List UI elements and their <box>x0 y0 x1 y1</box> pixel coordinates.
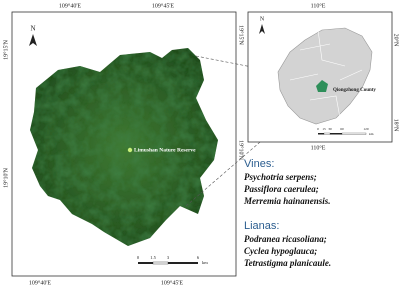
lat-label: 19°15'N <box>238 25 245 45</box>
scale-unit: km <box>202 260 208 265</box>
lat-label: 19°10'N <box>2 167 9 187</box>
scale-unit: km <box>369 132 374 136</box>
scale-tick: 3 <box>167 255 170 260</box>
hainan-outline <box>277 27 373 125</box>
site-label: Limushan Nature Reserve <box>134 147 196 153</box>
vines-heading: Vines: <box>244 158 274 170</box>
inset-north: N <box>259 16 265 34</box>
north-label: N <box>260 16 265 22</box>
lon-label: 109°45'E <box>161 279 183 286</box>
lon-label: 109°40'E <box>29 279 51 286</box>
scale-tick: 0 <box>317 127 319 131</box>
lat-label: 20°N <box>393 34 400 47</box>
lat-label: 19°15'N <box>2 39 9 59</box>
north-arrow: N <box>29 25 37 46</box>
species-item: Tetrastigma planicaule. <box>244 258 331 268</box>
scale-tick: 0 <box>137 255 140 260</box>
county-label: Qiongzhong County <box>333 88 376 93</box>
species-item: Podranea ricasoliana; <box>244 234 327 244</box>
lon-label: 110°E <box>311 144 326 151</box>
species-item: Psychotria serpens; <box>244 172 317 182</box>
lon-label: 110°E <box>311 2 326 9</box>
scale-tick: 30 <box>328 127 332 131</box>
lat-label: 19°10'N <box>238 140 245 160</box>
scale-tick: 60 <box>340 127 344 131</box>
scale-tick: 120 <box>363 127 369 131</box>
species-item: Merremia hainanensis. <box>243 196 331 206</box>
lat-label: 18°N <box>393 119 400 132</box>
lon-label: 109°45'E <box>152 2 174 9</box>
county-borders <box>289 29 363 119</box>
lianas-heading: Lianas: <box>244 220 279 232</box>
north-label: N <box>30 25 35 33</box>
scale-tick: 6 <box>197 255 200 260</box>
scale-bar: 0 1.5 3 6 km <box>137 255 208 265</box>
site-marker <box>127 147 133 153</box>
qiongzhong <box>316 80 328 92</box>
scale-tick: 1.5 <box>150 255 156 260</box>
species-item: Passiflora caerulea; <box>244 184 319 194</box>
scale-tick: 15 <box>322 127 326 131</box>
reserve-imagery <box>30 48 218 246</box>
lon-label: 109°40'E <box>59 2 81 9</box>
inset-scale: 0 15 30 60 120 km <box>317 127 374 136</box>
species-item: Cyclea hypoglauca; <box>244 246 317 256</box>
